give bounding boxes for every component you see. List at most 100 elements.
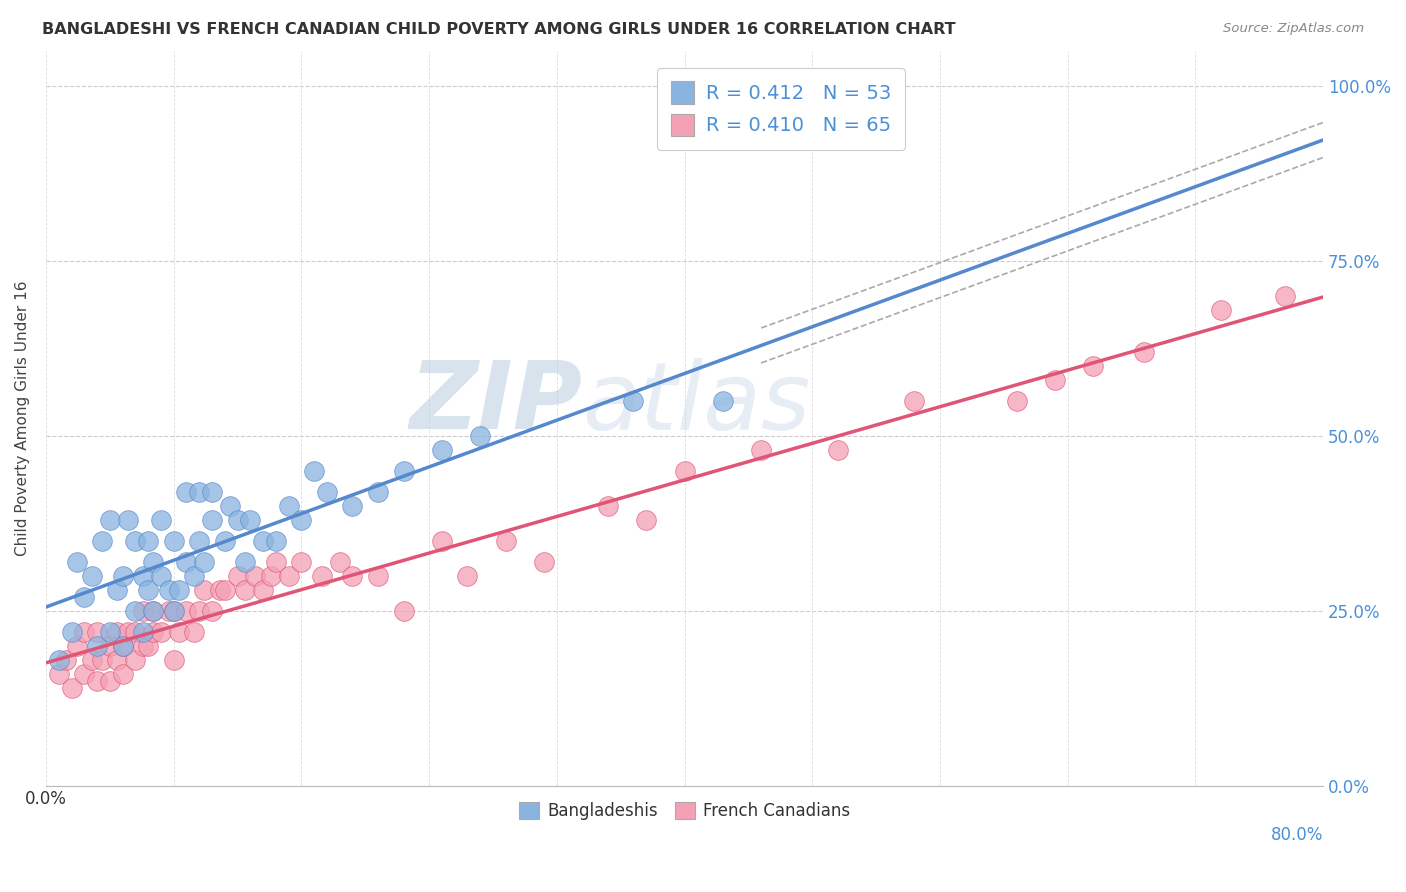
Point xyxy=(98,673,121,688)
Point xyxy=(193,582,215,597)
Point xyxy=(163,533,186,548)
Point xyxy=(636,513,658,527)
Point xyxy=(290,513,312,527)
Point xyxy=(277,499,299,513)
Point xyxy=(193,555,215,569)
Point xyxy=(1209,302,1232,317)
Point xyxy=(1005,393,1028,408)
Point xyxy=(157,582,180,597)
Point xyxy=(252,533,274,548)
Point xyxy=(827,442,849,457)
Point xyxy=(316,484,339,499)
Point xyxy=(80,652,103,666)
Point xyxy=(201,484,224,499)
Point xyxy=(226,568,249,582)
Point xyxy=(277,568,299,582)
Point xyxy=(201,604,224,618)
Point xyxy=(65,639,87,653)
Point xyxy=(252,582,274,597)
Point xyxy=(264,555,287,569)
Point xyxy=(142,604,165,618)
Point xyxy=(749,442,772,457)
Point xyxy=(107,582,129,597)
Point xyxy=(136,533,159,548)
Point xyxy=(65,555,87,569)
Point xyxy=(132,639,155,653)
Text: Source: ZipAtlas.com: Source: ZipAtlas.com xyxy=(1223,22,1364,36)
Point xyxy=(149,624,172,639)
Point xyxy=(290,555,312,569)
Point xyxy=(302,464,325,478)
Text: BANGLADESHI VS FRENCH CANADIAN CHILD POVERTY AMONG GIRLS UNDER 16 CORRELATION CH: BANGLADESHI VS FRENCH CANADIAN CHILD POV… xyxy=(42,22,956,37)
Point xyxy=(124,652,146,666)
Point xyxy=(495,533,517,548)
Point xyxy=(132,568,155,582)
Point xyxy=(60,681,83,695)
Point xyxy=(214,533,236,548)
Point xyxy=(163,604,186,618)
Point xyxy=(117,624,139,639)
Point xyxy=(367,484,389,499)
Point xyxy=(124,624,146,639)
Point xyxy=(111,568,134,582)
Point xyxy=(176,484,198,499)
Point xyxy=(167,582,190,597)
Point xyxy=(183,624,205,639)
Point xyxy=(149,513,172,527)
Point xyxy=(264,533,287,548)
Point xyxy=(219,499,242,513)
Point xyxy=(214,582,236,597)
Point xyxy=(430,533,453,548)
Point xyxy=(392,604,415,618)
Point xyxy=(73,666,96,681)
Point xyxy=(86,673,108,688)
Point xyxy=(456,568,478,582)
Point xyxy=(233,555,256,569)
Point xyxy=(1133,344,1156,359)
Point xyxy=(98,639,121,653)
Point xyxy=(91,652,114,666)
Point xyxy=(623,393,645,408)
Point xyxy=(80,568,103,582)
Point xyxy=(157,604,180,618)
Point xyxy=(132,624,155,639)
Point xyxy=(163,652,186,666)
Point xyxy=(239,513,262,527)
Point xyxy=(117,513,139,527)
Point xyxy=(124,533,146,548)
Point xyxy=(124,604,146,618)
Point xyxy=(260,568,283,582)
Point xyxy=(91,533,114,548)
Point xyxy=(329,555,352,569)
Point xyxy=(48,652,70,666)
Point xyxy=(1043,373,1066,387)
Point xyxy=(111,639,134,653)
Point xyxy=(142,555,165,569)
Legend: Bangladeshis, French Canadians: Bangladeshis, French Canadians xyxy=(510,794,859,829)
Point xyxy=(111,639,134,653)
Point xyxy=(226,513,249,527)
Point xyxy=(245,568,267,582)
Point xyxy=(73,624,96,639)
Point xyxy=(132,604,155,618)
Point xyxy=(392,464,415,478)
Point xyxy=(596,499,619,513)
Point xyxy=(73,590,96,604)
Point xyxy=(136,582,159,597)
Text: ZIP: ZIP xyxy=(409,358,582,450)
Point xyxy=(208,582,231,597)
Point xyxy=(470,428,492,442)
Point xyxy=(60,624,83,639)
Point xyxy=(673,464,696,478)
Point xyxy=(176,604,198,618)
Point xyxy=(107,652,129,666)
Point xyxy=(1083,359,1105,373)
Point xyxy=(188,604,211,618)
Point xyxy=(55,652,77,666)
Y-axis label: Child Poverty Among Girls Under 16: Child Poverty Among Girls Under 16 xyxy=(15,280,30,556)
Text: atlas: atlas xyxy=(582,358,811,449)
Point xyxy=(311,568,333,582)
Text: 80.0%: 80.0% xyxy=(1271,826,1323,844)
Point xyxy=(86,639,108,653)
Point xyxy=(48,666,70,681)
